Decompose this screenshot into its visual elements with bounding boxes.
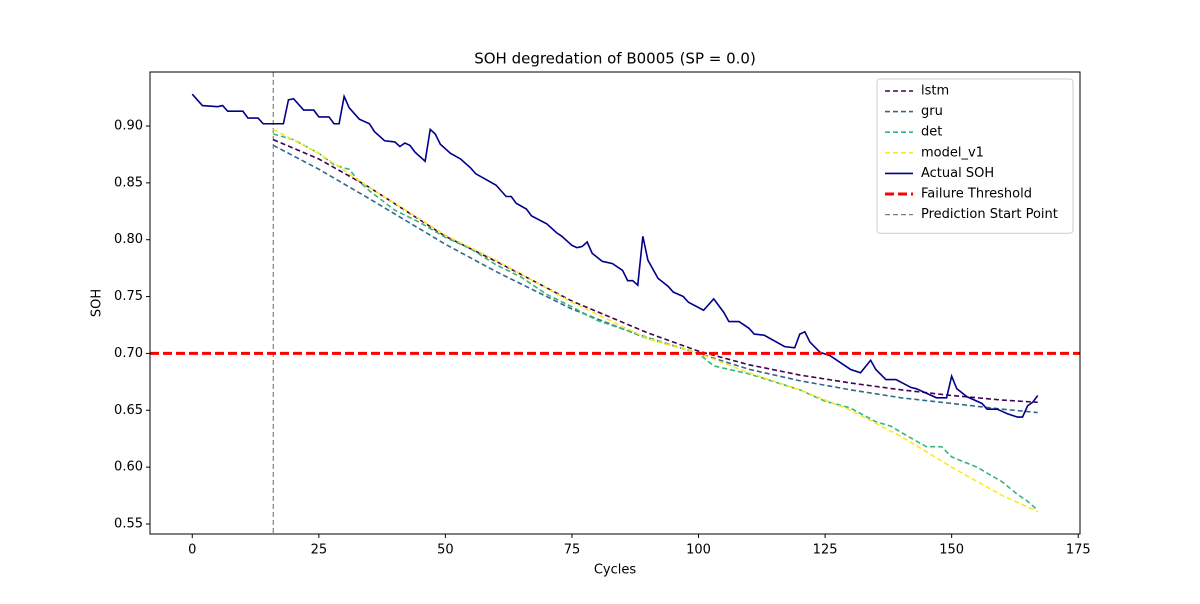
x-axis-label: Cycles [594, 563, 637, 578]
y-tick-label: 0.80 [114, 232, 143, 247]
x-tick-label: 150 [939, 543, 964, 558]
y-tick-label: 0.55 [114, 516, 143, 531]
x-tick-label: 100 [686, 543, 711, 558]
x-tick-label: 175 [1066, 543, 1091, 558]
legend-label: det [921, 125, 942, 140]
y-axis-label: SOH [90, 289, 105, 317]
y-tick-label: 0.75 [114, 289, 143, 304]
y-tick-label: 0.90 [114, 119, 143, 134]
y-tick-label: 0.70 [114, 346, 143, 361]
legend-label: Actual SOH [921, 166, 994, 181]
y-tick-label: 0.65 [114, 403, 143, 418]
series-line [272, 138, 1038, 404]
legend-box [876, 78, 1074, 234]
x-tick-label: 50 [437, 543, 454, 558]
x-tick-label: 125 [813, 543, 838, 558]
plot-frame [149, 71, 1081, 535]
legend-label: model_v1 [921, 145, 984, 160]
x-tick-label: 25 [311, 543, 328, 558]
x-tick-label: 0 [188, 543, 196, 558]
legend-label: Prediction Start Point [921, 207, 1058, 222]
legend-label: lstm [921, 84, 949, 99]
y-tick-label: 0.60 [114, 460, 143, 475]
chart-title: SOH degredation of B0005 (SP = 0.0) [474, 50, 756, 68]
legend-label: Failure Threshold [921, 187, 1032, 202]
y-tick-label: 0.85 [114, 175, 143, 190]
series-line [191, 93, 1039, 418]
legend-label: gru [921, 104, 943, 119]
x-tick-label: 75 [564, 543, 581, 558]
